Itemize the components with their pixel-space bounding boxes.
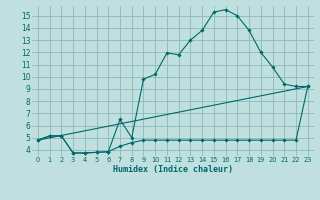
X-axis label: Humidex (Indice chaleur): Humidex (Indice chaleur) [113,165,233,174]
